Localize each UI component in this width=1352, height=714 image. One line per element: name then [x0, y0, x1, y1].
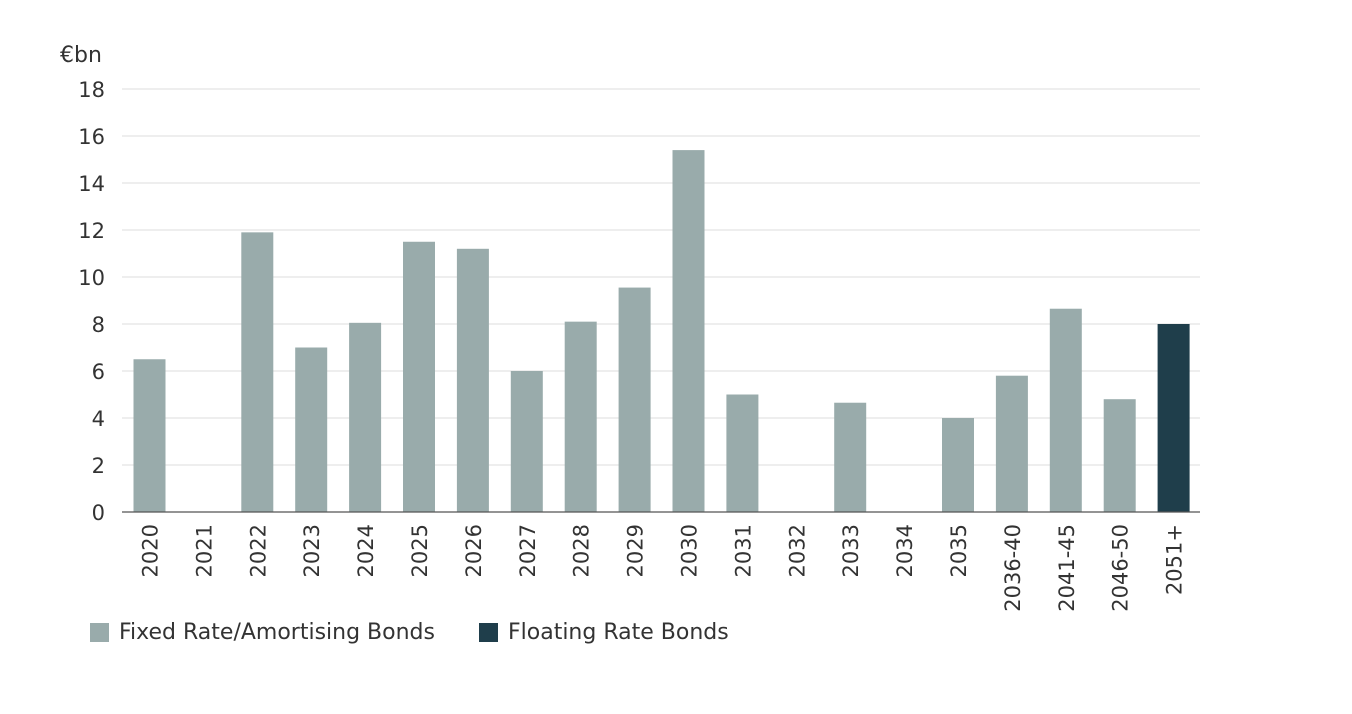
x-tick-label: 2024 — [354, 524, 378, 577]
legend: Fixed Rate/Amortising Bonds Floating Rat… — [90, 620, 773, 645]
x-tick-label: 2026 — [462, 524, 486, 577]
x-tick-label: 2027 — [516, 524, 540, 577]
grid-lines — [122, 88, 1200, 466]
y-axis-tick-labels: 0 2 4 6 8 10 12 14 16 18 — [78, 78, 105, 525]
y-tick-label: 6 — [92, 360, 105, 384]
x-tick-label: 2029 — [624, 524, 648, 577]
y-axis-unit-label: €bn — [60, 43, 102, 68]
y-tick-label: 4 — [92, 407, 105, 431]
x-tick-label: 2041-45 — [1055, 524, 1079, 612]
x-tick-label: 2030 — [678, 524, 702, 577]
x-tick-label: 2023 — [300, 524, 324, 577]
x-tick-label: 2020 — [139, 524, 163, 577]
bar-fixed-rate — [133, 359, 166, 512]
bar-fixed-rate — [618, 287, 651, 512]
x-axis-tick-labels: 2020 2021 2022 2023 2024 2025 2026 2027 2028 2029… — [139, 524, 1187, 612]
y-tick-label: 0 — [92, 501, 105, 525]
x-tick-label: 2036-40 — [1001, 524, 1025, 612]
bar-fixed-rate — [726, 394, 759, 512]
x-tick-label: 2022 — [246, 524, 270, 577]
bar-fixed-rate — [564, 321, 597, 512]
x-tick-label: 2028 — [570, 524, 594, 577]
y-tick-label: 10 — [78, 266, 105, 290]
legend-swatch-floating-rate — [478, 623, 498, 642]
x-tick-label: 2032 — [785, 524, 809, 577]
y-tick-label: 2 — [92, 454, 105, 478]
legend-label-fixed-rate: Fixed Rate/Amortising Bonds — [119, 620, 435, 645]
x-tick-label: 2046-50 — [1109, 524, 1133, 612]
y-tick-label: 18 — [78, 78, 105, 102]
bar-floating-rate — [1157, 324, 1190, 512]
y-tick-label: 12 — [78, 219, 105, 243]
bar-fixed-rate — [349, 322, 382, 512]
bar-fixed-rate — [942, 418, 974, 512]
x-tick-label: 2035 — [947, 524, 971, 577]
bar-fixed-rate — [834, 402, 867, 512]
bar-fixed-rate — [295, 347, 328, 512]
x-tick-label: 2031 — [731, 524, 755, 577]
bar-fixed-rate — [1103, 399, 1136, 512]
y-tick-label: 16 — [78, 125, 105, 149]
bar-fixed-rate — [403, 241, 435, 512]
x-tick-label: 2034 — [893, 524, 917, 577]
bar-fixed-rate — [510, 371, 543, 512]
legend-item-fixed-rate: Fixed Rate/Amortising Bonds — [90, 620, 435, 645]
y-tick-label: 8 — [92, 313, 105, 337]
bar-fixed-rate — [1049, 308, 1082, 512]
x-tick-label: 2051+ — [1163, 524, 1187, 595]
bars — [133, 150, 1190, 513]
bar-fixed-rate — [995, 375, 1028, 512]
legend-item-floating-rate: Floating Rate Bonds — [478, 620, 729, 645]
bar-fixed-rate — [456, 248, 489, 513]
legend-swatch-fixed-rate — [90, 623, 109, 642]
x-tick-label: 2021 — [192, 524, 216, 577]
x-tick-label: 2025 — [408, 524, 432, 577]
bar-fixed-rate — [241, 232, 274, 512]
bar-fixed-rate — [672, 150, 705, 512]
legend-label-floating-rate: Floating Rate Bonds — [507, 620, 729, 645]
x-tick-label: 2033 — [839, 524, 863, 577]
y-tick-label: 14 — [78, 172, 105, 196]
